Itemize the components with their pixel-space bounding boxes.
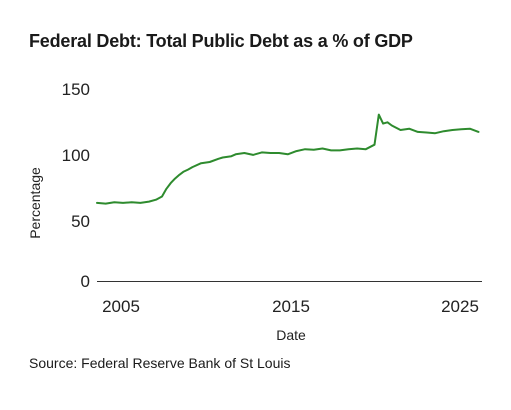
y-tick-label-0: 0 bbox=[81, 272, 90, 291]
y-tick-label-50: 50 bbox=[71, 212, 90, 231]
chart-title: Federal Debt: Total Public Debt as a % o… bbox=[29, 31, 413, 51]
chart-source: Source: Federal Reserve Bank of St Louis bbox=[29, 355, 291, 371]
x-tick-label-2025: 2025 bbox=[441, 297, 479, 316]
y-axis: 150 100 50 0 bbox=[62, 80, 90, 291]
y-axis-label: Percentage bbox=[27, 167, 43, 239]
x-tick-label-2005: 2005 bbox=[102, 297, 140, 316]
x-axis: 2005 2015 2025 bbox=[97, 281, 482, 316]
chart-plot: 150 100 50 0 2005 2015 2025 Date Percent… bbox=[27, 80, 482, 343]
x-tick-label-2015: 2015 bbox=[272, 297, 310, 316]
x-axis-label: Date bbox=[276, 327, 306, 343]
series-line bbox=[96, 113, 480, 205]
y-tick-label-150: 150 bbox=[62, 80, 90, 99]
y-tick-label-100: 100 bbox=[62, 146, 90, 165]
